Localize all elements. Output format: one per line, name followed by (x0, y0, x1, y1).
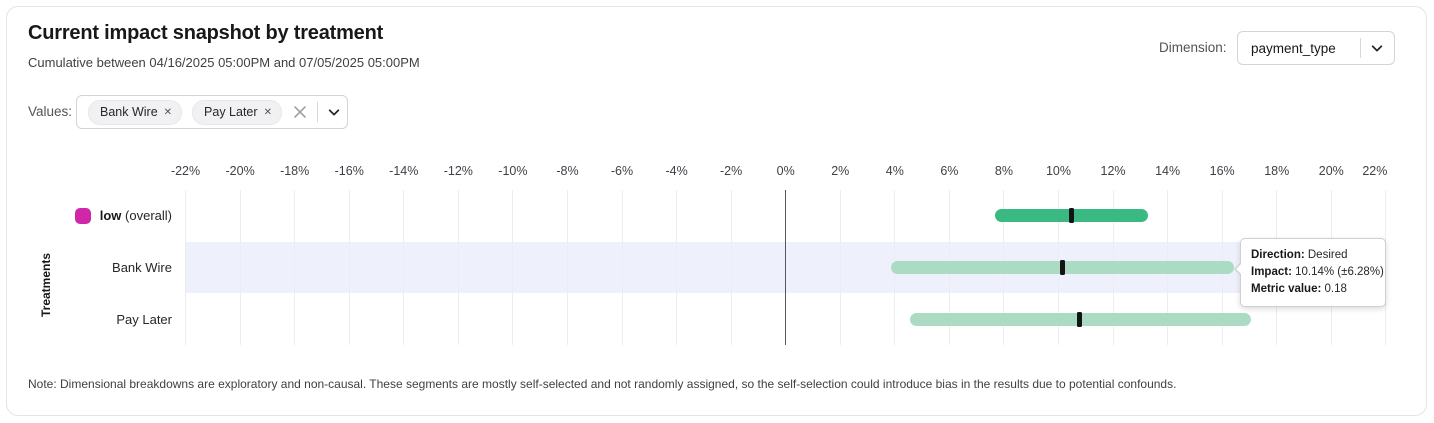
x-axis-tick-label: -22% (170, 164, 201, 178)
note-text: Note: Dimensional breakdowns are explora… (28, 377, 1177, 391)
remove-chip-icon[interactable]: ✕ (163, 106, 173, 118)
chevron-down-icon[interactable] (327, 105, 341, 119)
x-axis-tick-label: -10% (498, 164, 528, 178)
tooltip-direction-value: Desired (1307, 249, 1348, 261)
x-axis-tick-label: -20% (225, 164, 255, 178)
variant-swatch (74, 207, 91, 224)
dimension-value: payment_type (1251, 40, 1336, 56)
gridline (566, 190, 568, 345)
row-label: low (overall) (0, 207, 172, 225)
remove-chip-icon[interactable]: ✕ (263, 106, 272, 118)
tooltip-metric-value: 0.18 (1324, 283, 1347, 295)
x-axis-tick-label: 4% (885, 164, 904, 178)
x-axis-tick-label: -4% (665, 164, 688, 178)
x-axis-tick-label: 14% (1155, 164, 1181, 178)
x-axis-tick-label: 0% (776, 164, 795, 178)
x-axis-tick-label: -8% (556, 164, 579, 178)
y-axis-title: Treatments (39, 252, 53, 318)
x-axis-tick-label: 20% (1318, 164, 1344, 178)
impact-point-tick (1068, 208, 1074, 224)
gridline (730, 190, 732, 345)
divider (1360, 38, 1361, 58)
dimension-select[interactable]: payment_type (1237, 31, 1395, 65)
gridline (294, 190, 296, 345)
filter-chip[interactable]: Bank Wire ✕ (88, 99, 183, 125)
clear-values-icon[interactable] (292, 104, 308, 120)
date-range-subtitle: Cumulative between 04/16/2025 05:00PM an… (28, 55, 420, 70)
tooltip-impact-row: Impact: 10.14% (±6.28%) (1251, 264, 1384, 281)
zero-line (784, 190, 787, 345)
dimension-label: Dimension: (1159, 40, 1227, 55)
page-title: Current impact snapshot by treatment (28, 22, 384, 44)
gridline (512, 190, 514, 345)
x-axis-tick-label: 8% (994, 164, 1013, 178)
tooltip-direction-row: Direction: Desired (1251, 247, 1375, 264)
gridline (457, 190, 459, 345)
tooltip: Direction: Desired Impact: 10.14% (±6.28… (1234, 238, 1386, 307)
impact-point-tick (1077, 311, 1082, 327)
gridline (676, 190, 678, 345)
tooltip-impact-label: Impact: (1251, 266, 1292, 278)
x-axis-tick-label: -12% (443, 164, 473, 178)
x-axis-tick-label: 2% (831, 164, 850, 178)
x-axis-tick-label: -6% (610, 164, 634, 178)
tooltip-impact-value: 10.14% (±6.28%) (1295, 266, 1384, 278)
row-label: Bank Wire (0, 259, 172, 277)
filter-chip-label: Bank Wire (100, 105, 158, 119)
x-axis-tick-label: 10% (1045, 164, 1072, 178)
row-label-text: low (overall) (99, 208, 172, 224)
filter-chip-label: Pay Later (204, 105, 258, 119)
gridline (403, 190, 405, 345)
row-label-text: Pay Later (116, 311, 172, 327)
gridline (239, 190, 241, 345)
x-axis-tick-label: -18% (280, 164, 310, 178)
gridline (621, 190, 623, 345)
values-multiselect[interactable]: Bank Wire ✕ Pay Later ✕ (76, 95, 348, 129)
x-axis-tick-label: -2% (720, 164, 743, 178)
x-axis-tick-label: 16% (1209, 164, 1235, 178)
x-axis-tick-label: 22% (1362, 164, 1388, 178)
filter-chip[interactable]: Pay Later ✕ (192, 99, 282, 125)
tooltip-metric-label: Metric value: (1251, 283, 1322, 295)
gridline (185, 190, 187, 345)
tooltip-direction-label: Direction: (1251, 249, 1305, 261)
x-axis-tick-label: 18% (1264, 164, 1290, 178)
x-axis-tick-label: -16% (334, 164, 364, 178)
divider (316, 102, 318, 122)
tooltip-metric-row: Metric value: 0.18 (1251, 281, 1375, 298)
gridline (348, 190, 350, 345)
x-axis-tick-label: 6% (940, 164, 959, 178)
x-axis-tick-label: 12% (1100, 164, 1126, 178)
x-axis-tick-label: -14% (389, 164, 419, 178)
row-label: Pay Later (0, 310, 172, 328)
impact-point-tick (1059, 260, 1065, 275)
chevron-down-icon (1370, 41, 1384, 55)
row-label-text: Bank Wire (112, 260, 172, 275)
gridline (839, 190, 841, 345)
card (6, 6, 1427, 416)
values-label: Values: (28, 104, 73, 119)
